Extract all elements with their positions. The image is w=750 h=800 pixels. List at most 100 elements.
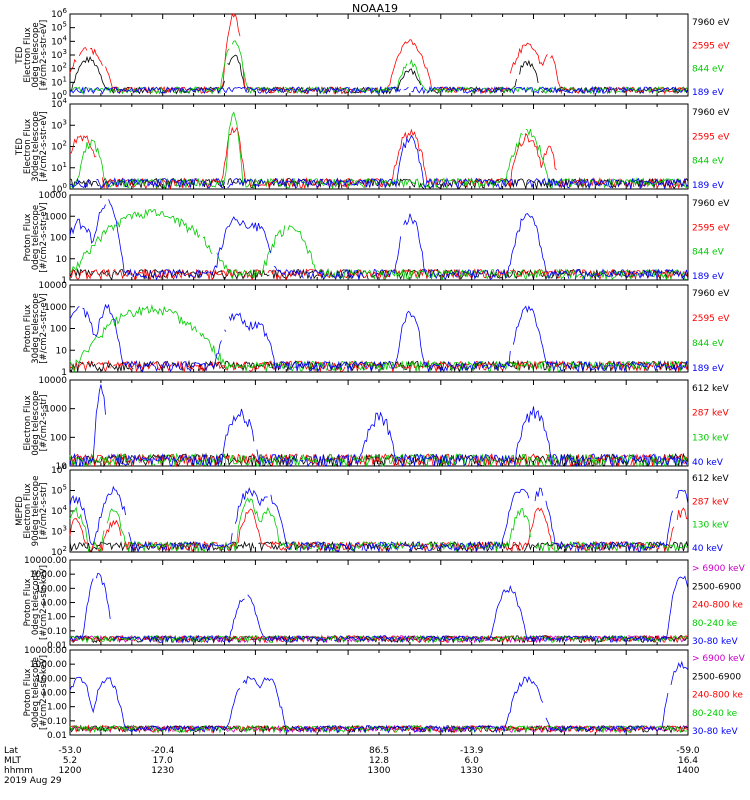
legend-entry: 30-80 keV bbox=[692, 727, 738, 737]
y-tick-label: 100 bbox=[50, 433, 67, 443]
y-tick-label: 102 bbox=[51, 62, 67, 75]
y-axis-label: Electron Flux bbox=[23, 483, 33, 538]
y-tick-label: 103 bbox=[51, 525, 67, 538]
y-axis-label: [#/cm2-s-str-eV] bbox=[39, 111, 49, 181]
y-axis-label: Proton Flux bbox=[23, 305, 33, 353]
legend-entry: 30-80 keV bbox=[692, 637, 738, 647]
legend-entry: 2500-6900 bbox=[692, 672, 741, 682]
footer-value: -53.0 bbox=[58, 746, 82, 756]
y-tick-label: 101 bbox=[51, 161, 67, 174]
y-tick-label: 104 bbox=[51, 34, 67, 47]
series-line bbox=[69, 634, 689, 644]
y-axis-label: 0deg telescope bbox=[31, 570, 41, 635]
panel-frame bbox=[69, 194, 689, 281]
series-line bbox=[69, 303, 689, 374]
legend-entry: 2500-6900 bbox=[692, 582, 741, 592]
y-tick-label: 1000 bbox=[44, 405, 67, 415]
y-tick-label: 100 bbox=[50, 325, 67, 335]
panel-frame bbox=[69, 649, 689, 736]
series-line bbox=[69, 497, 689, 553]
y-tick-label: 1000 bbox=[44, 303, 67, 313]
legend-entry: 2595 eV bbox=[692, 132, 730, 142]
panel-frame bbox=[69, 469, 689, 553]
legend-entry: 287 keV bbox=[692, 497, 729, 507]
series-line bbox=[69, 85, 689, 96]
legend-entry: 844 eV bbox=[692, 248, 725, 258]
y-axis-label: 30deg telescope bbox=[31, 111, 41, 182]
y-tick-label: 10 bbox=[56, 255, 68, 265]
y-axis-label: 0deg telescope bbox=[31, 390, 41, 455]
plot-title: NOAA19 bbox=[352, 2, 398, 15]
y-axis-label: Electron Flux bbox=[23, 119, 33, 174]
legend-entry: 189 eV bbox=[692, 181, 725, 191]
y-tick-label: 0.01 bbox=[47, 641, 67, 651]
legend-entry: > 6900 keV bbox=[692, 564, 746, 574]
legend-entry: 2595 eV bbox=[692, 223, 730, 233]
y-tick-label: 1 bbox=[61, 276, 67, 286]
y-tick-label: 10000 bbox=[38, 191, 67, 201]
legend-entry: 80-240 ke bbox=[692, 619, 738, 629]
y-tick-label: 1000.00 bbox=[30, 660, 67, 670]
footer-value: 17.0 bbox=[153, 756, 173, 766]
series-line bbox=[69, 572, 689, 644]
y-tick-label: 100.00 bbox=[36, 674, 68, 684]
y-tick-label: 0.10 bbox=[47, 627, 67, 637]
y-axis-label: [#/cm2-s-str] bbox=[39, 483, 49, 540]
legend-entry: 612 keV bbox=[692, 474, 729, 484]
y-axis-label: [#/cm2-s-str-keV] bbox=[39, 565, 49, 640]
y-axis-label: MEPED bbox=[15, 496, 25, 526]
footer-row-label: MLT bbox=[4, 756, 22, 766]
footer-value: 1230 bbox=[151, 766, 174, 776]
y-tick-label: 105 bbox=[51, 484, 67, 497]
y-tick-label: 0.10 bbox=[47, 717, 67, 727]
y-tick-label: 1.00 bbox=[47, 703, 67, 713]
footer-value: 12.8 bbox=[369, 756, 389, 766]
footer-value: 5.2 bbox=[63, 756, 77, 766]
y-axis-label: 0deg telescope bbox=[31, 205, 41, 270]
y-axis-label: 0deg telescope bbox=[31, 22, 41, 87]
legend-entry: 612 keV bbox=[692, 384, 729, 394]
y-tick-label: 10000 bbox=[38, 281, 67, 291]
series-line bbox=[69, 384, 689, 468]
legend-entry: 2595 eV bbox=[692, 41, 730, 51]
legend-entry: > 6900 keV bbox=[692, 654, 746, 664]
legend-entry: 130 keV bbox=[692, 433, 729, 443]
legend-entry: 189 eV bbox=[692, 272, 725, 282]
y-axis-label: Proton Flux bbox=[23, 669, 33, 717]
y-tick-label: 10000.00 bbox=[24, 646, 67, 656]
y-tick-label: 1000.00 bbox=[30, 570, 67, 580]
series-line bbox=[69, 485, 689, 553]
y-tick-label: 10.00 bbox=[41, 689, 67, 699]
y-axis-label: 90deg telescope bbox=[31, 657, 41, 728]
series-line bbox=[69, 208, 689, 281]
y-axis-label: 30deg telescope bbox=[31, 293, 41, 364]
series-line bbox=[69, 199, 689, 281]
y-axis-label: Proton Flux bbox=[23, 579, 33, 627]
y-axis-label: [#/cm2-s-str-eV] bbox=[39, 202, 49, 272]
legend-entry: 189 eV bbox=[692, 364, 725, 374]
y-tick-label: 103 bbox=[51, 48, 67, 61]
footer-value: -13.9 bbox=[460, 746, 484, 756]
legend-entry: 7960 eV bbox=[692, 108, 730, 118]
footer-value: 1200 bbox=[59, 766, 82, 776]
y-tick-label: 1 bbox=[61, 368, 67, 378]
series-line bbox=[69, 304, 689, 373]
footer-value: 1400 bbox=[677, 766, 700, 776]
y-axis-label: 90deg telescope bbox=[31, 476, 41, 547]
y-axis-label: TED bbox=[15, 137, 25, 156]
y-tick-label: 103 bbox=[51, 118, 67, 131]
y-tick-label: 106 bbox=[51, 7, 67, 20]
y-tick-label: 1.00 bbox=[47, 613, 67, 623]
y-axis-label: [#/cm2-s-str-eV] bbox=[39, 20, 49, 90]
legend-entry: 287 keV bbox=[692, 409, 729, 419]
panel-frame bbox=[69, 559, 689, 646]
panel-frame bbox=[69, 13, 689, 97]
y-tick-label: 10 bbox=[56, 346, 68, 356]
legend-entry: 844 eV bbox=[692, 157, 725, 167]
legend-entry: 40 keV bbox=[692, 544, 724, 554]
y-axis-label: Proton Flux bbox=[23, 214, 33, 262]
